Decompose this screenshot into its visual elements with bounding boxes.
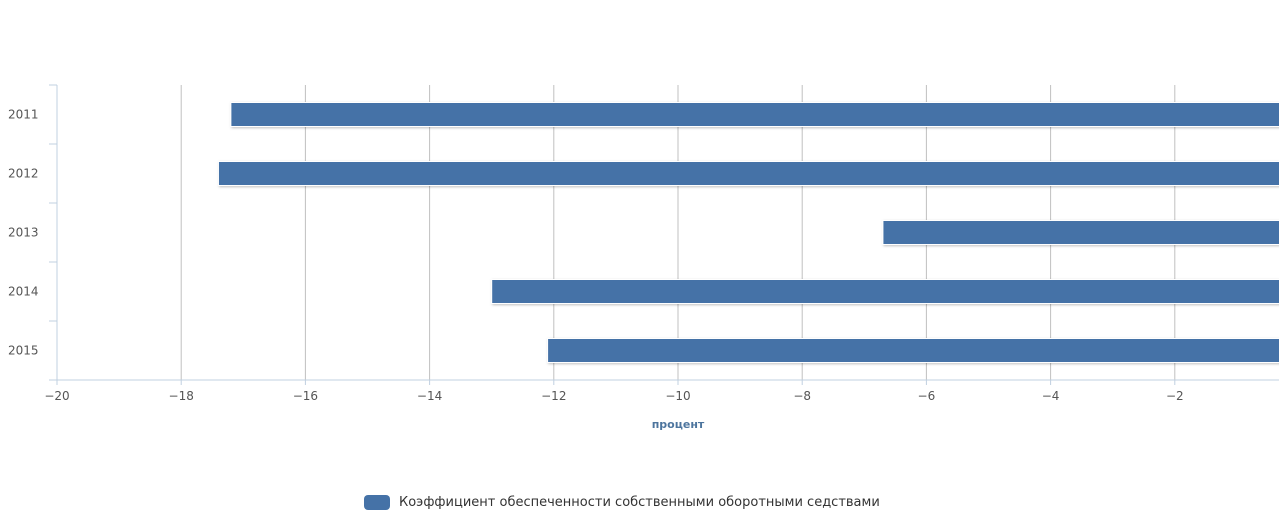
x-tick-label: −14 [417,389,442,403]
legend-swatch [364,494,390,510]
axes [49,84,1279,385]
bar[interactable] [491,279,1279,304]
y-category-label: 2012 [8,167,39,181]
x-tick-label: −16 [293,389,318,403]
x-tick-label: −10 [665,389,690,403]
x-tick-label: −8 [793,389,811,403]
y-category-label: 2011 [8,108,39,122]
x-tick-label: −4 [1042,389,1060,403]
tick-labels: −20 −18 −16 −14 −12 −10 −8 −6 −4 −2 2011 2012 2013 20… [8,108,1184,404]
x-tick-label: −18 [169,389,194,403]
x-tick-label: −6 [918,389,936,403]
y-category-label: 2014 [8,285,39,299]
legend-item[interactable]: Коэффициент обеспеченности собственными … [364,492,880,512]
y-category-label: 2015 [8,344,39,358]
y-category-label: 2013 [8,226,39,240]
bar[interactable] [230,102,1279,127]
legend-label: Коэффициент обеспеченности собственными … [399,494,880,510]
bar[interactable] [882,220,1279,245]
bar[interactable] [217,161,1279,186]
bars [217,102,1279,363]
x-tick-label: −12 [541,389,566,403]
x-tick-label: −20 [44,389,69,403]
x-tick-label: −2 [1166,389,1184,403]
bar[interactable] [547,338,1279,363]
x-axis-title: процент [652,418,705,431]
